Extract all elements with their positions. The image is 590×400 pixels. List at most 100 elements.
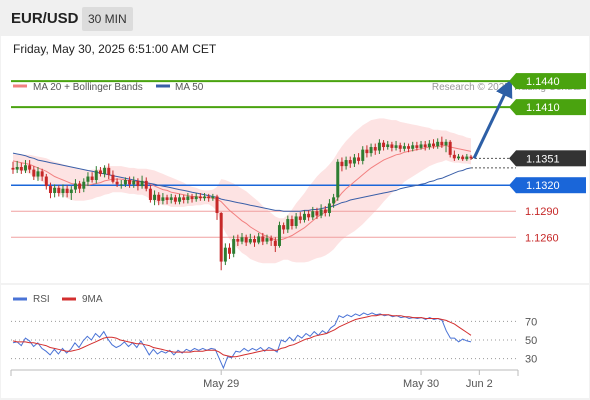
x-axis-label: Jun 2 [466, 378, 493, 390]
rsi-legend-label: RSI [33, 294, 50, 305]
level-label: 1.1440 [526, 76, 560, 88]
x-axis-labels: May 29 May 30 Jun 2 [203, 370, 493, 390]
candle-body [111, 174, 115, 182]
candle-body [69, 189, 73, 194]
level-label-box [516, 73, 586, 90]
bollinger-band [13, 118, 471, 264]
candle-body [427, 143, 431, 148]
candle-body [48, 186, 52, 194]
forecast-arrow-layer [472, 78, 513, 159]
candle-body [444, 141, 448, 146]
candle-body [157, 194, 161, 201]
candle-body [82, 181, 86, 189]
level-label-pointer [509, 73, 516, 90]
rsi-line [12, 312, 472, 370]
candle-body [228, 247, 232, 254]
candle-body [90, 176, 94, 181]
candle-body [361, 149, 365, 161]
candle-body [144, 180, 148, 189]
candle-body [36, 171, 40, 177]
candle-body [311, 211, 315, 218]
candle-body [348, 160, 352, 164]
candles-layer [11, 136, 473, 271]
candle-body [240, 237, 244, 242]
candle-body [244, 237, 248, 243]
timestamp: Friday, May 30, 2025 6:51:00 AM CET [13, 42, 217, 56]
ma20-line [12, 144, 472, 241]
candle-body [128, 180, 132, 185]
rsi-tick-label: 70 [525, 316, 537, 328]
candle-body [273, 240, 277, 246]
candle-body [269, 238, 273, 241]
candle-body [186, 196, 190, 200]
candle-body [203, 196, 207, 199]
candle-body [448, 141, 452, 155]
candle-body [411, 145, 415, 149]
candle-body [190, 196, 194, 200]
candle-body [315, 211, 319, 216]
level-label: 1.1260 [525, 232, 559, 244]
candle-body [32, 169, 36, 177]
x-axis-label: May 30 [403, 378, 439, 390]
bollinger-band-layer [13, 118, 471, 264]
candle-body [248, 239, 252, 243]
candle-body [19, 166, 23, 171]
candle-body [357, 157, 361, 161]
candle-body [73, 183, 77, 190]
moving-averages-layer [12, 144, 516, 241]
candle-body [86, 176, 90, 182]
level-labels-layer: 1.1440 1.1410 1.1351 1.1320 1.1290 1.1260 [509, 73, 586, 244]
candle-body [340, 161, 344, 167]
rsi-ma-legend-swatch [62, 297, 76, 301]
level-label-box [516, 99, 586, 116]
candle-body [382, 142, 386, 148]
candle-body [402, 146, 406, 149]
candle-body [365, 149, 369, 154]
candle-body [373, 147, 377, 151]
candle-body [23, 165, 27, 171]
candle-body [44, 176, 48, 187]
candle-body [61, 188, 65, 194]
ma50-legend-label: MA 50 [175, 82, 204, 93]
candle-body [436, 141, 440, 147]
candle-body [386, 144, 390, 148]
candle-body [132, 180, 136, 185]
x-axis-label: May 29 [203, 378, 239, 390]
rsi-ma-line [12, 314, 472, 358]
candle-body [332, 197, 336, 204]
candle-body [57, 187, 61, 194]
ma20-legend-swatch [13, 84, 27, 88]
candle-body [153, 194, 157, 200]
candle-body [319, 209, 323, 216]
candle-body [282, 225, 286, 230]
rsi-legend-swatch [13, 297, 27, 301]
candle-body [377, 142, 381, 151]
level-label: 1.1351 [526, 153, 560, 165]
candle-body [11, 167, 15, 170]
candle-body [440, 141, 444, 146]
timeframe-button[interactable]: 30 MIN [82, 7, 133, 31]
candle-body [286, 219, 290, 230]
candle-body [123, 180, 127, 185]
candle-body [294, 216, 298, 226]
forecast-arrow [472, 78, 513, 159]
candle-body [198, 196, 202, 199]
ma50-legend-swatch [156, 84, 170, 88]
candle-body [182, 197, 186, 200]
candle-body [178, 197, 182, 202]
ma20-legend-label: MA 20 + Bollinger Bands [33, 82, 143, 93]
candle-body [219, 212, 223, 262]
candle-body [298, 216, 302, 220]
candle-body [232, 239, 236, 254]
candle-body [344, 160, 348, 167]
level-label: 1.1410 [526, 102, 560, 114]
candle-body [323, 209, 327, 213]
candle-body [352, 157, 356, 164]
candle-body [173, 197, 177, 202]
candle-body [257, 236, 261, 243]
candle-body [194, 196, 198, 200]
rsi-ma-legend-label: 9MA [82, 294, 103, 305]
candle-body [302, 213, 306, 220]
candle-body [53, 187, 57, 194]
